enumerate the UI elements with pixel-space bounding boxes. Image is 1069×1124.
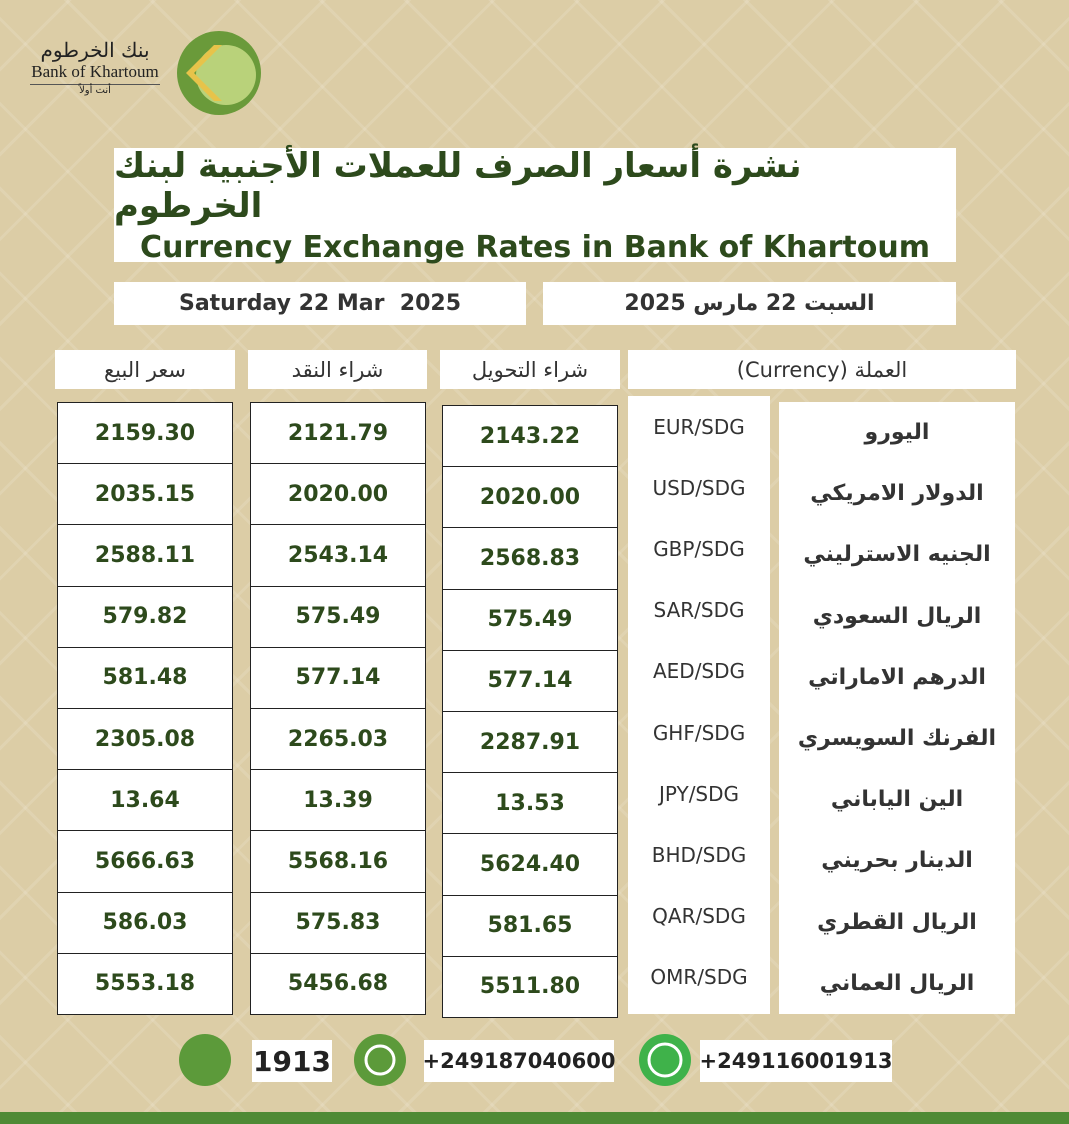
transfer-buy: 13.53: [442, 772, 618, 835]
title-box: نشرة أسعار الصرف للعملات الأجنبية لبنك ا…: [114, 145, 956, 265]
currency-code: SAR/SDG: [628, 579, 770, 641]
currency-name: الدينار بحريني: [779, 830, 1015, 892]
currency-code: BHD/SDG: [628, 824, 770, 886]
currency-code: GHF/SDG: [628, 702, 770, 764]
currency-name: الريال القطري: [779, 891, 1015, 953]
bottom-stripe: [0, 1112, 1069, 1124]
cash-buy: 5568.16: [250, 830, 426, 893]
transfer-buy: 575.49: [442, 588, 618, 651]
cash-buy: 2543.14: [250, 524, 426, 587]
currency-name: الريال العماني: [779, 952, 1015, 1014]
transfer-buy: 2287.91: [442, 711, 618, 774]
column-header: شراء النقد: [248, 350, 427, 389]
sell-rate: 2305.08: [57, 708, 233, 771]
currency-code: JPY/SDG: [628, 763, 770, 825]
transfer-buy: 2143.22: [442, 405, 618, 468]
currency-name: اليورو: [779, 402, 1015, 464]
currency-name: الجنيه الاسترليني: [779, 524, 1015, 586]
cash-buy: 2265.03: [250, 708, 426, 771]
transfer-buy: 5624.40: [442, 833, 618, 896]
logo-en: Bank of Khartoum: [31, 62, 159, 81]
title-en: Currency Exchange Rates in Bank of Khart…: [140, 229, 930, 265]
logo-slogan: أنت أولاً: [30, 84, 160, 96]
currency-code: GBP/SDG: [628, 518, 770, 580]
currency-name: الدولار الامريكي: [779, 463, 1015, 525]
logo-text: بنك الخرطوم Bank of Khartoum أنت أولاً: [25, 38, 165, 96]
currency-code: QAR/SDG: [628, 885, 770, 947]
cash-buy: 575.83: [250, 891, 426, 954]
sell-rate: 13.64: [57, 769, 233, 832]
contact-number: 1913: [252, 1040, 332, 1082]
column-header: شراء التحويل: [440, 350, 620, 389]
transfer-buy: 581.65: [442, 894, 618, 957]
sell-rate: 579.82: [57, 585, 233, 648]
title-ar: نشرة أسعار الصرف للعملات الأجنبية لبنك ا…: [114, 145, 802, 226]
transfer-buy: 2568.83: [442, 527, 618, 590]
sell-rate: 581.48: [57, 646, 233, 709]
sell-rate: 2035.15: [57, 463, 233, 526]
contact-number: +249116001913: [700, 1040, 892, 1082]
currency-name: الريال السعودي: [779, 585, 1015, 647]
currency-code: OMR/SDG: [628, 946, 770, 1008]
currency-code: EUR/SDG: [628, 396, 770, 458]
cash-buy: 13.39: [250, 769, 426, 832]
currency-name: الدرهم الاماراتي: [779, 646, 1015, 708]
cash-buy: 575.49: [250, 585, 426, 648]
column-header: سعر البيع: [55, 350, 235, 389]
currency-code: AED/SDG: [628, 640, 770, 702]
cash-buy: 577.14: [250, 646, 426, 709]
currency-name: الفرنك السويسري: [779, 708, 1015, 770]
logo-mark: [177, 31, 261, 115]
sell-rate: 2588.11: [57, 524, 233, 587]
contact-number: +249187040600: [423, 1040, 615, 1082]
column-header: العملة (Currency): [628, 350, 1016, 389]
cash-buy: 2121.79: [250, 402, 426, 465]
contact-icons: [179, 1034, 691, 1086]
currency-name: الين الياباني: [779, 769, 1015, 831]
sell-rate: 5553.18: [57, 952, 233, 1015]
cash-buy: 2020.00: [250, 463, 426, 526]
transfer-buy: 5511.80: [442, 955, 618, 1018]
transfer-buy: 577.14: [442, 649, 618, 712]
sell-rate: 586.03: [57, 891, 233, 954]
date-en: Saturday 22 Mar 2025: [114, 282, 526, 325]
logo-ar: بنك الخرطوم: [40, 38, 150, 62]
date-ar: السبت 22 مارس 2025: [543, 282, 956, 325]
transfer-buy: 2020.00: [442, 466, 618, 529]
cash-buy: 5456.68: [250, 952, 426, 1015]
sell-rate: 5666.63: [57, 830, 233, 893]
sell-rate: 2159.30: [57, 402, 233, 465]
currency-code: USD/SDG: [628, 457, 770, 519]
